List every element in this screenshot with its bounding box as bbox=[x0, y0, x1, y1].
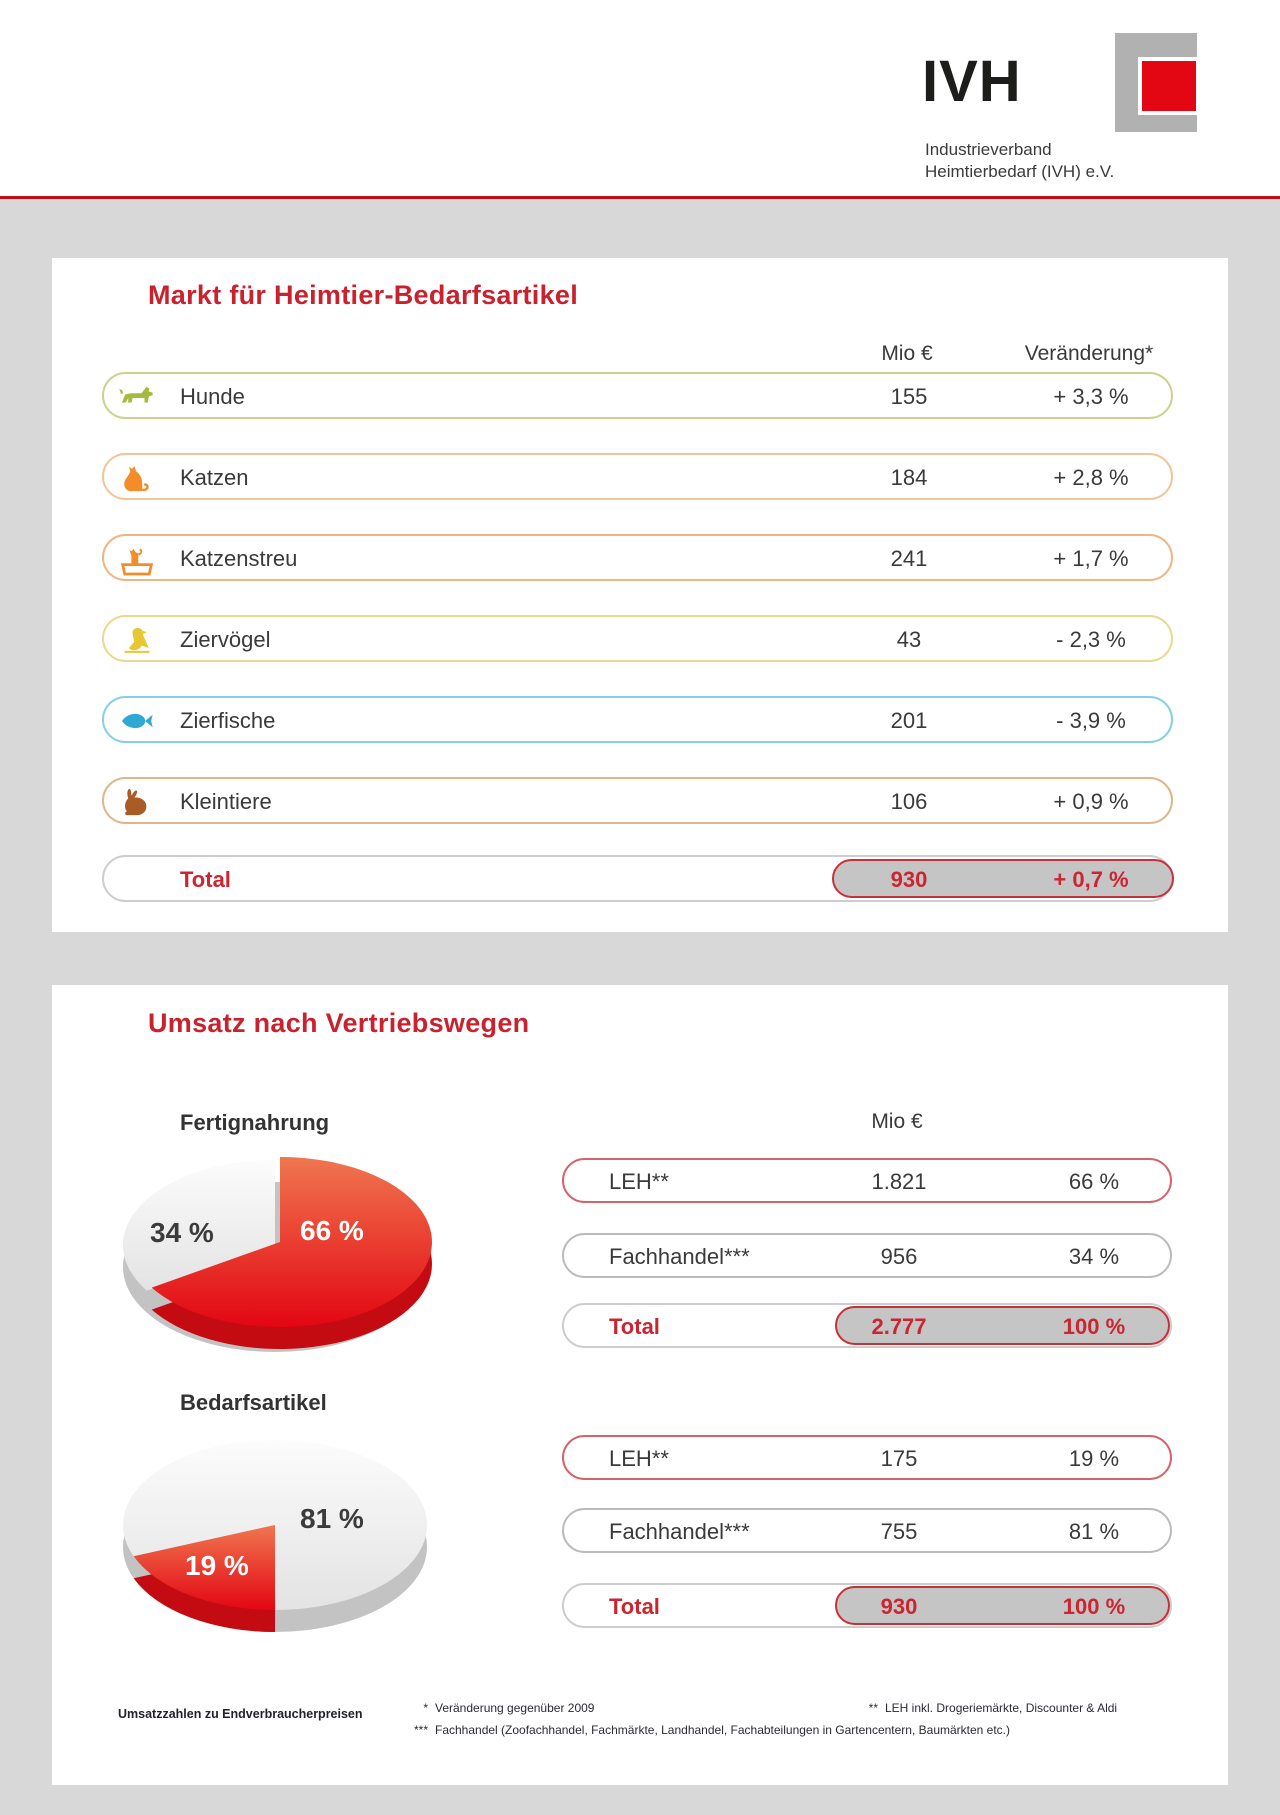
cat-icon bbox=[124, 466, 149, 492]
market-row-change: + 1,7 % bbox=[1053, 546, 1129, 571]
sales-row-label: LEH** bbox=[609, 1446, 669, 1471]
sales-card: Umsatz nach Vertriebswegen Fertignahrung… bbox=[52, 985, 1228, 1785]
sales-row-label: Fachhandel*** bbox=[609, 1519, 750, 1544]
group-label-fertignahrung: Fertignahrung bbox=[180, 1110, 330, 1135]
market-section-title: Markt für Heimtier-Bedarfsartikel bbox=[148, 280, 579, 310]
sales-row-fachhandel-1: Fachhandel*** 956 34 % bbox=[562, 1233, 1172, 1278]
sales-section-title: Umsatz nach Vertriebswegen bbox=[148, 1008, 530, 1038]
market-row-change: + 2,8 % bbox=[1053, 465, 1129, 490]
sales-row-value: 1.821 bbox=[871, 1169, 927, 1194]
sales-total-value: 930 bbox=[880, 1594, 918, 1619]
sales-total-percent: 100 % bbox=[1062, 1594, 1126, 1619]
market-row-kleintiere: Kleintiere 106 + 0,9 % bbox=[102, 777, 1173, 824]
pie-chart-bedarfsartikel: 81 % 19 % bbox=[105, 1430, 445, 1660]
market-row-change: - 2,3 % bbox=[1056, 627, 1126, 652]
fish-icon bbox=[122, 713, 153, 729]
sales-total-highlight-pill bbox=[835, 1586, 1170, 1625]
market-row-label: Kleintiere bbox=[180, 789, 272, 814]
page-header: IVH Industrieverband Heimtierbedarf (IVH… bbox=[0, 0, 1280, 196]
market-row-change: - 3,9 % bbox=[1056, 708, 1126, 733]
market-row-label: Katzen bbox=[180, 465, 249, 490]
footnote-marker: ** bbox=[868, 1701, 878, 1715]
footnote-leh: ** LEH inkl. Drogeriemärkte, Discounter … bbox=[852, 1701, 1117, 1715]
column-header-mio-2: Mio € bbox=[871, 1110, 923, 1133]
market-row-katzenstreu: Katzenstreu 241 + 1,7 % bbox=[102, 534, 1173, 581]
pie1-red-slice-label: 66 % bbox=[300, 1215, 364, 1246]
footnote-text: LEH inkl. Drogeriemärkte, Discounter & A… bbox=[885, 1701, 1118, 1715]
market-row-label: Ziervögel bbox=[180, 627, 271, 652]
market-total-row: Total 930 + 0,7 % bbox=[102, 855, 1174, 902]
market-row-value: 155 bbox=[890, 384, 928, 409]
footnote-fachhandel: *** Fachhandel (Zoofachhandel, Fachmärkt… bbox=[402, 1723, 1122, 1737]
sales-total-row-2: Total 930 100 % bbox=[562, 1583, 1172, 1628]
market-row-value: 241 bbox=[890, 546, 928, 571]
sales-total-label: Total bbox=[609, 1594, 660, 1619]
sales-total-highlight-pill bbox=[835, 1306, 1170, 1345]
market-row-value: 106 bbox=[890, 789, 928, 814]
market-row-katzen: Katzen 184 + 2,8 % bbox=[102, 453, 1173, 500]
market-row-label: Katzenstreu bbox=[180, 546, 298, 571]
pie-slice-leh bbox=[151, 1157, 432, 1327]
market-row-zierfische: Zierfische 201 - 3,9 % bbox=[102, 696, 1173, 743]
sales-total-value: 2.777 bbox=[871, 1314, 927, 1339]
market-row-value: 201 bbox=[890, 708, 928, 733]
sales-row-fachhandel-2: Fachhandel*** 755 81 % bbox=[562, 1508, 1172, 1553]
footnote-text: Veränderung gegenüber 2009 bbox=[435, 1701, 595, 1715]
group-label-bedarfsartikel: Bedarfsartikel bbox=[180, 1390, 327, 1415]
footnote-marker: * bbox=[423, 1701, 428, 1715]
market-row-ziervoegel: Ziervögel 43 - 2,3 % bbox=[102, 615, 1173, 662]
sales-row-percent: 19 % bbox=[1068, 1446, 1120, 1471]
org-name-line2: Heimtierbedarf (IVH) e.V. bbox=[925, 162, 1115, 181]
market-card: Markt für Heimtier-Bedarfsartikel Mio € … bbox=[52, 258, 1228, 932]
market-total-value: 930 bbox=[890, 867, 928, 892]
org-name-line1: Industrieverband bbox=[925, 140, 1052, 159]
footnote-left: Umsatzzahlen zu Endverbraucherpreisen bbox=[118, 1707, 363, 1721]
market-row-change: + 3,3 % bbox=[1053, 384, 1129, 409]
sales-row-value: 755 bbox=[880, 1519, 918, 1544]
sales-row-leh-1: LEH** 1.821 66 % bbox=[562, 1158, 1172, 1203]
market-total-change: + 0,7 % bbox=[1053, 867, 1129, 892]
sales-row-label: LEH** bbox=[609, 1169, 669, 1194]
footnote-text: Fachhandel (Zoofachhandel, Fachmärkte, L… bbox=[435, 1723, 1011, 1737]
column-header-mio: Mio € bbox=[881, 342, 933, 365]
market-row-value: 43 bbox=[896, 627, 922, 652]
sales-total-label: Total bbox=[609, 1314, 660, 1339]
sales-row-value: 956 bbox=[880, 1244, 918, 1269]
pie2-red-slice-label: 19 % bbox=[185, 1550, 249, 1581]
sales-row-percent: 34 % bbox=[1068, 1244, 1120, 1269]
ivh-logo-mark-red-square bbox=[1138, 57, 1200, 115]
market-row-label: Zierfische bbox=[180, 708, 276, 733]
pie2-white-slice-label: 81 % bbox=[300, 1503, 364, 1534]
footnote-marker: *** bbox=[413, 1723, 428, 1737]
market-row-value: 184 bbox=[890, 465, 928, 490]
market-total-label: Total bbox=[180, 867, 231, 892]
sales-total-percent: 100 % bbox=[1062, 1314, 1126, 1339]
dog-icon bbox=[119, 387, 153, 403]
footnote-change: * Veränderung gegenüber 2009 bbox=[402, 1701, 594, 1715]
sales-row-percent: 81 % bbox=[1068, 1519, 1120, 1544]
bird-icon bbox=[124, 627, 150, 653]
market-row-label: Hunde bbox=[180, 384, 245, 409]
sales-row-percent: 66 % bbox=[1068, 1169, 1120, 1194]
market-total-highlight-pill bbox=[832, 859, 1174, 898]
pie-slice-leh bbox=[133, 1525, 275, 1610]
column-header-change: Veränderung* bbox=[1024, 342, 1154, 365]
sales-row-label: Fachhandel*** bbox=[609, 1244, 750, 1269]
ivh-logo-text: IVH bbox=[922, 49, 1022, 114]
sales-total-row-1: Total 2.777 100 % bbox=[562, 1303, 1172, 1348]
sales-row-value: 175 bbox=[880, 1446, 918, 1471]
market-row-change: + 0,9 % bbox=[1053, 789, 1129, 814]
cat-litter-icon bbox=[120, 548, 154, 576]
header-divider-rule bbox=[0, 196, 1280, 199]
pie-chart-fertignahrung: 34 % 66 % bbox=[105, 1150, 445, 1380]
pie1-white-slice-label: 34 % bbox=[150, 1217, 214, 1248]
pie-slice-fachhandel bbox=[123, 1440, 428, 1610]
sales-row-leh-2: LEH** 175 19 % bbox=[562, 1435, 1172, 1480]
rabbit-icon bbox=[124, 788, 147, 816]
market-row-hunde: Hunde 155 + 3,3 % bbox=[102, 372, 1173, 419]
